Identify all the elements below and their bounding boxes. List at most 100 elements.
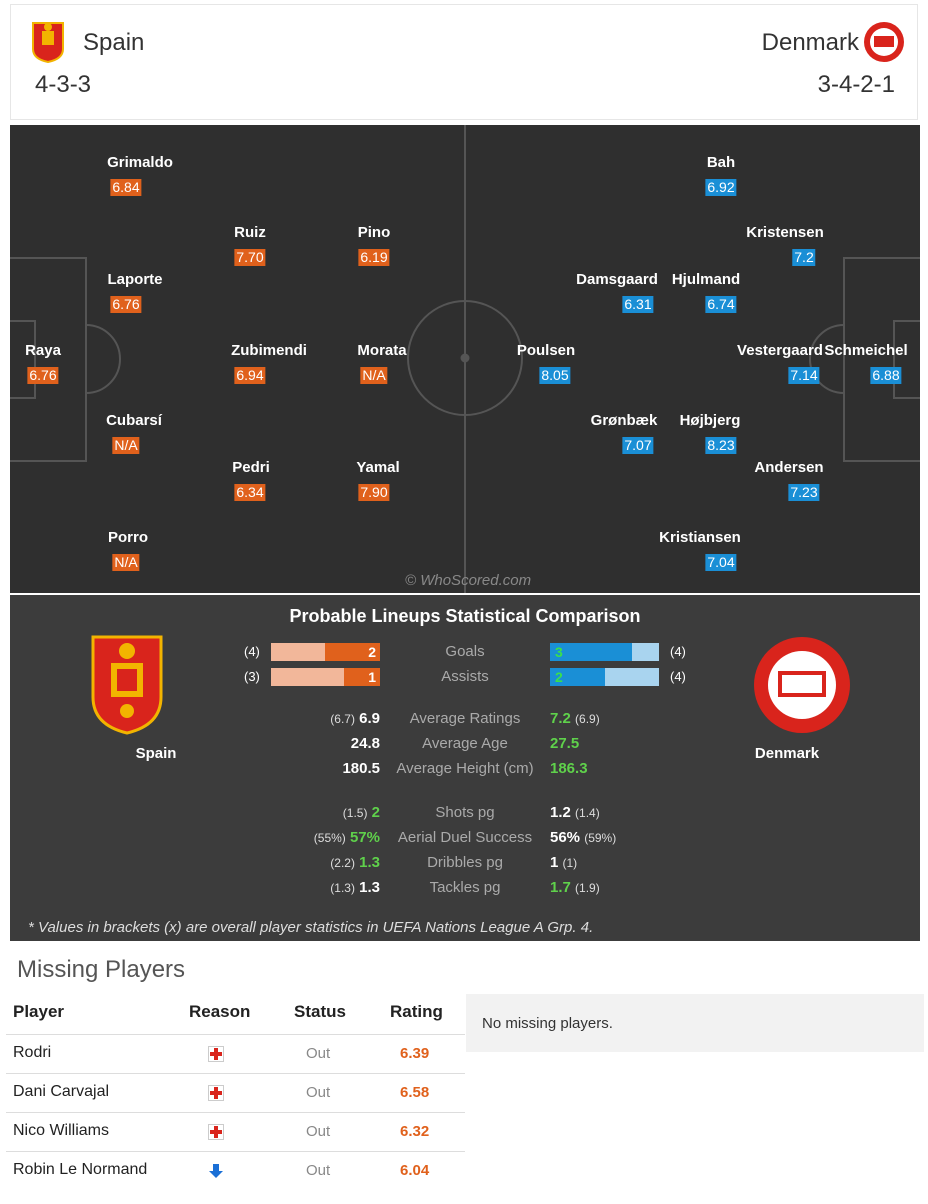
away-player-name[interactable]: Kristiansen xyxy=(659,529,741,546)
away-player-rating: 6.88 xyxy=(870,367,902,384)
home-stat-value: (6.7) 6.9 xyxy=(330,710,380,727)
stat-label: Tackles pg xyxy=(429,879,501,896)
denmark-crest-icon xyxy=(864,22,904,62)
home-player-name[interactable]: Pedri xyxy=(232,459,270,476)
away-formation: 3-4-2-1 xyxy=(817,71,895,98)
home-player-rating: 7.90 xyxy=(358,484,390,501)
home-stat-bracket: (1.5) xyxy=(342,806,368,820)
missing-player-row[interactable]: Rodri Out 6.39 xyxy=(6,1034,465,1074)
home-player-rating: 6.94 xyxy=(234,367,266,384)
stat-label: Aerial Duel Success xyxy=(397,829,533,846)
home-stat-value: 180.5 xyxy=(342,760,380,777)
away-stat-number: 56% xyxy=(550,829,581,846)
home-team-name[interactable]: Spain xyxy=(83,29,145,56)
home-player-name[interactable]: Yamal xyxy=(356,459,400,476)
away-player-name[interactable]: Bah xyxy=(706,154,736,171)
away-player-name[interactable]: Andersen xyxy=(754,459,824,476)
away-player-name[interactable]: Grønbæk xyxy=(590,412,658,429)
home-player-name[interactable]: Zubimendi xyxy=(231,342,307,359)
away-stat-number: 1.7 xyxy=(550,879,571,896)
away-player-name[interactable]: Hjulmand xyxy=(671,271,741,288)
away-player-name[interactable]: Damsgaard xyxy=(576,271,658,288)
home-player-rating: N/A xyxy=(360,367,388,384)
away-missing-panel: No missing players. xyxy=(466,994,924,1052)
away-player-rating: 7.04 xyxy=(705,554,737,571)
home-player-name[interactable]: Cubarsí xyxy=(106,412,162,429)
away-player-rating: 7.07 xyxy=(622,437,654,454)
denmark-crest-icon xyxy=(754,637,850,733)
comparison-footnote: * Values in brackets (x) are overall pla… xyxy=(28,919,594,936)
home-player-name[interactable]: Raya xyxy=(25,342,61,359)
spain-crest-icon xyxy=(32,22,64,63)
home-total-bracket: (4) xyxy=(244,644,260,659)
column-header-reason[interactable]: Reason xyxy=(189,1002,251,1021)
stat-label: Average Age xyxy=(422,735,508,752)
home-player-rating: N/A xyxy=(112,554,140,571)
home-player-name[interactable]: Ruiz xyxy=(234,224,266,241)
away-total-bracket: (4) xyxy=(670,669,686,684)
stat-label: Shots pg xyxy=(435,804,495,821)
missing-player-rating: 6.32 xyxy=(400,1123,430,1140)
away-team-label: Denmark xyxy=(754,745,820,762)
missing-player-name[interactable]: Nico Williams xyxy=(13,1122,109,1139)
missing-player-status: Out xyxy=(306,1123,331,1140)
away-stat-value: 7.2 (6.9) xyxy=(550,710,600,727)
away-total-bracket: (4) xyxy=(670,644,686,659)
away-player-name[interactable]: Vestergaard xyxy=(737,342,823,359)
missing-player-row[interactable]: Robin Le Normand Out 6.04 xyxy=(6,1151,465,1191)
missing-player-name[interactable]: Rodri xyxy=(13,1044,52,1061)
home-stat-number: 1.3 xyxy=(359,879,380,896)
away-stat-bracket: (1) xyxy=(562,856,578,870)
away-stat-number: 27.5 xyxy=(550,735,580,752)
home-stat-bracket: (55%) xyxy=(313,831,346,845)
home-player-name[interactable]: Porro xyxy=(107,529,149,546)
home-stat-number: 1.3 xyxy=(359,854,380,871)
away-stat-value: 56% (59%) xyxy=(550,829,616,846)
missing-player-status: Out xyxy=(306,1162,331,1179)
away-stat-number: 7.2 xyxy=(550,710,571,727)
home-stat-number: 2 xyxy=(371,804,380,821)
injury-icon xyxy=(208,1085,224,1101)
away-player-rating: 6.31 xyxy=(622,296,654,313)
home-stat-bracket: (6.7) xyxy=(330,712,355,726)
home-player-rating: 6.84 xyxy=(110,179,142,196)
home-formation: 4-3-3 xyxy=(35,71,92,98)
home-player-name[interactable]: Grimaldo xyxy=(107,154,173,171)
home-player-rating: 6.34 xyxy=(234,484,266,501)
away-team-name[interactable]: Denmark xyxy=(761,29,859,56)
away-player-name[interactable]: Poulsen xyxy=(516,342,576,359)
missing-player-status: Out xyxy=(306,1045,331,1062)
home-stat-value: (2.2) 1.3 xyxy=(330,854,380,871)
home-player-name[interactable]: Pino xyxy=(357,224,391,241)
home-stat-bracket: (2.2) xyxy=(330,856,355,870)
missing-player-row[interactable]: Nico Williams Out 6.32 xyxy=(6,1112,465,1152)
away-stat-value: 27.5 xyxy=(550,735,579,752)
away-player-rating: 8.05 xyxy=(539,367,571,384)
away-player-rating: 8.23 xyxy=(705,437,737,454)
away-player-rating: 7.2 xyxy=(792,249,816,266)
away-stat-value: 1.7 (1.9) xyxy=(550,879,600,896)
away-player-rating: 6.92 xyxy=(705,179,737,196)
missing-player-row[interactable]: Dani Carvajal Out 6.58 xyxy=(6,1073,465,1113)
column-header-player[interactable]: Player xyxy=(13,1002,65,1021)
home-stat-number: 24.8 xyxy=(350,735,380,752)
home-player-name[interactable]: Morata xyxy=(357,342,407,359)
missing-player-name[interactable]: Robin Le Normand xyxy=(13,1161,148,1178)
pitch-lines xyxy=(10,125,920,593)
away-stat-bracket: (6.9) xyxy=(575,712,600,726)
home-stat-value: (1.3) 1.3 xyxy=(330,879,380,896)
column-header-status[interactable]: Status xyxy=(294,1002,346,1021)
away-player-name[interactable]: Højbjerg xyxy=(679,412,741,429)
home-stat-value: (55%) 57% xyxy=(314,829,380,846)
away-player-name[interactable]: Schmeichel xyxy=(824,342,908,359)
missing-player-rating: 6.39 xyxy=(400,1045,430,1062)
column-header-rating[interactable]: Rating xyxy=(390,1002,443,1021)
injury-icon xyxy=(208,1124,224,1140)
stat-label: Assists xyxy=(441,668,489,685)
watermark: © WhoScored.com xyxy=(405,572,532,589)
injury-icon xyxy=(208,1046,224,1062)
home-player-name[interactable]: Laporte xyxy=(107,271,163,288)
away-player-name[interactable]: Kristensen xyxy=(746,224,824,241)
away-stat-value: 1 (1) xyxy=(550,854,577,871)
missing-player-name[interactable]: Dani Carvajal xyxy=(13,1083,110,1100)
